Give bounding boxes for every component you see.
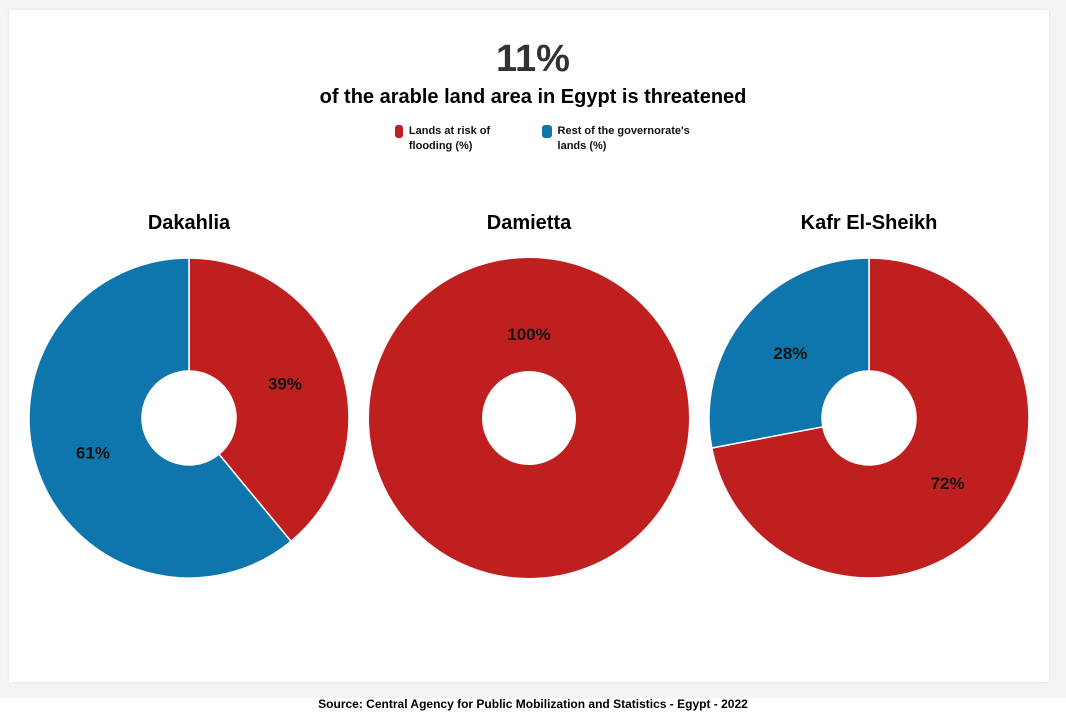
donut-slice-1-0[interactable] — [369, 258, 689, 578]
legend-swatch-blue — [542, 125, 552, 138]
legend-item-flood[interactable]: Lands at risk of flooding (%) — [395, 124, 515, 154]
slice-label-0-0: 39% — [268, 374, 302, 393]
slice-label-0-1: 61% — [76, 444, 110, 463]
legend-label: Rest of the governorate's lands (%) — [557, 125, 690, 152]
source-note: Source: Central Agency for Public Mobili… — [318, 697, 748, 711]
pie-title-kafr-el-sheikh: Kafr El-Sheikh — [800, 212, 938, 234]
slice-label-1-0: 100% — [507, 325, 550, 344]
slice-label-2-1: 28% — [773, 344, 807, 363]
donut-slice-2-1[interactable] — [708, 257, 870, 449]
donut-slice-0-0[interactable] — [188, 257, 350, 543]
legend-label: Lands at risk of flooding (%) — [408, 125, 491, 152]
donut-slice-0-1[interactable] — [28, 257, 293, 579]
headline-value: 11% — [496, 38, 570, 80]
legend-item-rest[interactable]: Rest of the governorate's lands (%) — [542, 124, 717, 154]
headline-subtitle: of the arable land area in Egypt is thre… — [319, 86, 747, 108]
pie-title-dakahlia: Dakahlia — [147, 212, 231, 234]
slice-label-2-0: 72% — [931, 474, 965, 493]
donut-slice-2-0[interactable] — [710, 257, 1030, 579]
legend-swatch-red — [395, 125, 403, 138]
pie-title-damietta: Damietta — [486, 212, 572, 234]
